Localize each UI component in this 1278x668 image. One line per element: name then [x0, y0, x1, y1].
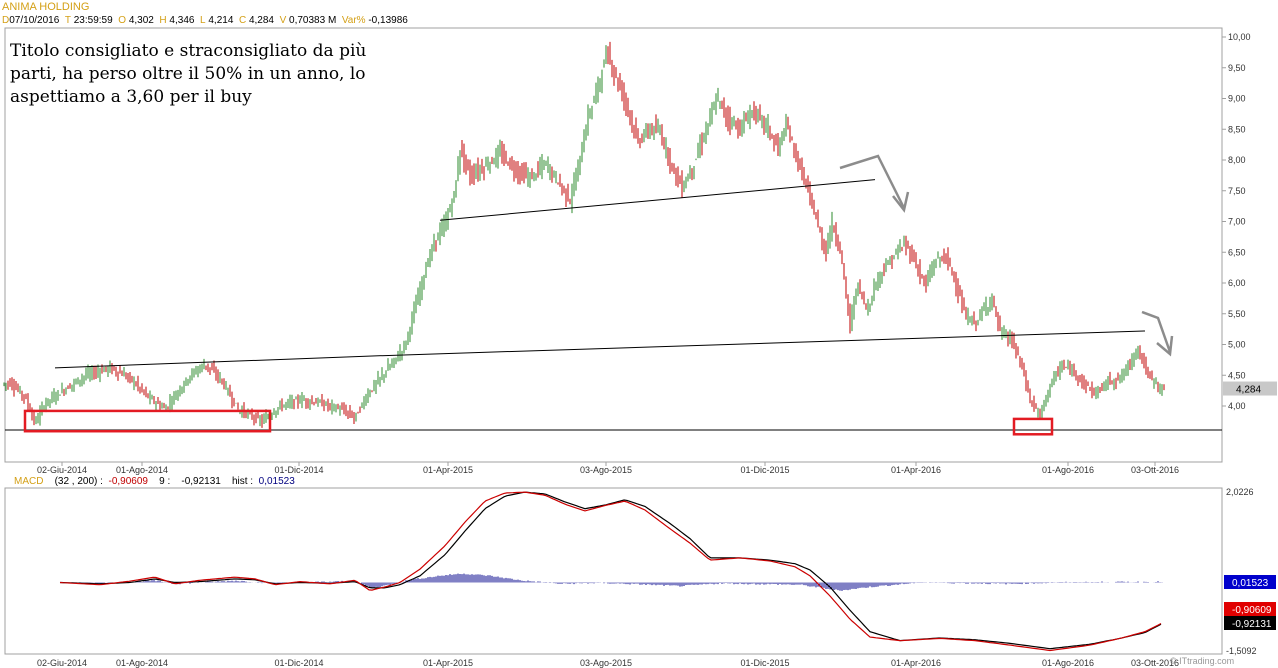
price-tick-label: 8,00	[1228, 155, 1246, 165]
signal-line	[59, 491, 1162, 650]
date-value: 07/10/2016	[9, 15, 60, 26]
macd-value-label: -0,92131	[1232, 619, 1272, 630]
close-key: C	[238, 15, 247, 26]
price-tick-label: 10,00	[1228, 32, 1251, 42]
macd-date-tick-label: 03-Ago-2015	[580, 658, 632, 668]
macd-panel-frame	[4, 487, 1223, 655]
date-tick-label: 03-Ott-2016	[1131, 465, 1179, 475]
date-tick-label: 02-Giu-2014	[37, 465, 87, 475]
macd-value: -0,90609	[108, 476, 148, 487]
macd-date-tick-label: 03-Ott-2016	[1131, 658, 1179, 668]
date-tick-label: 01-Dic-2014	[274, 465, 323, 475]
macd-value-box	[1224, 616, 1276, 630]
macd-line	[59, 491, 1162, 652]
price-panel-frame	[4, 27, 1223, 463]
date-key: D	[2, 15, 10, 26]
macd-params: (32 , 200) :	[54, 476, 103, 487]
signal-key: 9 :	[159, 476, 171, 487]
macd-tick-label: 2,0226	[1226, 487, 1254, 497]
price-axis: 10,00 9,50 9,00 8,50 8,00 7,50 7,00 6,50 6,00 5,5…	[1222, 32, 1277, 411]
macd-info-bar: MACD (32 , 200) : -0,90609 9 : -0,92131 …	[14, 477, 295, 487]
macd-value-box	[1224, 575, 1276, 589]
price-tick-label: 9,50	[1228, 63, 1246, 73]
price-tick-label: 6,00	[1228, 278, 1246, 288]
low-value: 4,214	[208, 15, 234, 26]
macd-value-label: 0,01523	[1232, 578, 1269, 589]
support-zone-box	[23, 409, 272, 433]
price-tick-label: 5,50	[1228, 309, 1246, 319]
chart-annotation: Titolo consigliato e straconsigliato da …	[10, 41, 367, 107]
support-zone-box	[1012, 417, 1054, 436]
macd-date-tick-label: 01-Apr-2016	[891, 658, 941, 668]
macd-series: 2,0226 -1,5092 0,01523 -0,90609 -0,92131	[59, 487, 1276, 656]
trendline	[54, 355, 386, 369]
down-arrow-icon-head	[1156, 335, 1174, 357]
macd-date-tick-label: 01-Dic-2014	[274, 658, 323, 668]
open-value: 4,302	[128, 15, 154, 26]
credit-label: © ITtrading.com	[1170, 656, 1235, 666]
open-key: O	[118, 15, 127, 26]
macd-value-label: -0,90609	[1232, 605, 1272, 616]
hist-key: hist :	[231, 476, 254, 487]
macd-label: MACD	[14, 476, 44, 487]
trendline	[384, 330, 1146, 357]
high-key: H	[159, 15, 167, 26]
date-tick-label: 01-Apr-2016	[891, 465, 941, 475]
price-tick-label: 9,00	[1228, 94, 1246, 104]
price-tick-label: 7,50	[1228, 186, 1246, 196]
macd-date-tick-label: 01-Ago-2014	[116, 658, 168, 668]
instrument-title: ANIMA HOLDING	[2, 1, 90, 13]
time-value: 23:59:59	[73, 15, 113, 26]
price-tick-label: 7,00	[1228, 217, 1246, 227]
price-tick-label: 6,50	[1228, 247, 1246, 257]
close-value: 4,284	[248, 15, 274, 26]
var-key: Var%	[341, 15, 366, 26]
ohlc-info-bar: D07/10/2016 T 23:59:59 O 4,302 H 4,346 L…	[2, 16, 408, 26]
macd-date-tick-label: 01-Ago-2016	[1042, 658, 1094, 668]
trendline	[439, 179, 876, 221]
macd-date-tick-label: 01-Apr-2015	[423, 658, 473, 668]
price-tick-label: 4,50	[1228, 370, 1246, 380]
down-arrow-icon	[839, 154, 906, 209]
volume-key: V	[279, 15, 287, 26]
date-tick-label: 01-Ago-2014	[116, 465, 168, 475]
signal-value: -0,92131	[181, 476, 221, 487]
down-arrow-icon-head	[892, 191, 910, 213]
date-tick-label: 03-Ago-2015	[580, 465, 632, 475]
macd-tick-label: -1,5092	[1226, 646, 1257, 656]
candlestick-series	[3, 41, 1165, 428]
hist-value: 0,01523	[258, 476, 295, 487]
last-price-box	[1223, 381, 1277, 396]
high-value: 4,346	[169, 15, 195, 26]
time-key: T	[64, 15, 71, 26]
low-key: L	[200, 15, 206, 26]
price-tick-label: 8,50	[1228, 124, 1246, 134]
price-tick-label: 4,00	[1228, 401, 1246, 411]
price-tick-label: 5,00	[1228, 340, 1246, 350]
macd-date-tick-label: 02-Giu-2014	[37, 658, 87, 668]
down-arrow-icon	[1141, 310, 1172, 353]
date-tick-label: 01-Dic-2015	[740, 465, 789, 475]
date-tick-label: 01-Apr-2015	[423, 465, 473, 475]
last-price-label: 4,284	[1236, 385, 1261, 396]
date-tick-label: 01-Ago-2016	[1042, 465, 1094, 475]
var-value: -0,13986	[368, 15, 408, 26]
macd-value-box	[1224, 602, 1276, 616]
chart-overlays	[5, 179, 1222, 436]
volume-value: 0,70383 M	[289, 15, 337, 26]
macd-date-tick-label: 01-Dic-2015	[740, 658, 789, 668]
date-axes: 02-Giu-2014 02-Giu-2014 01-Ago-2014 01-Ago-…	[37, 462, 1179, 668]
